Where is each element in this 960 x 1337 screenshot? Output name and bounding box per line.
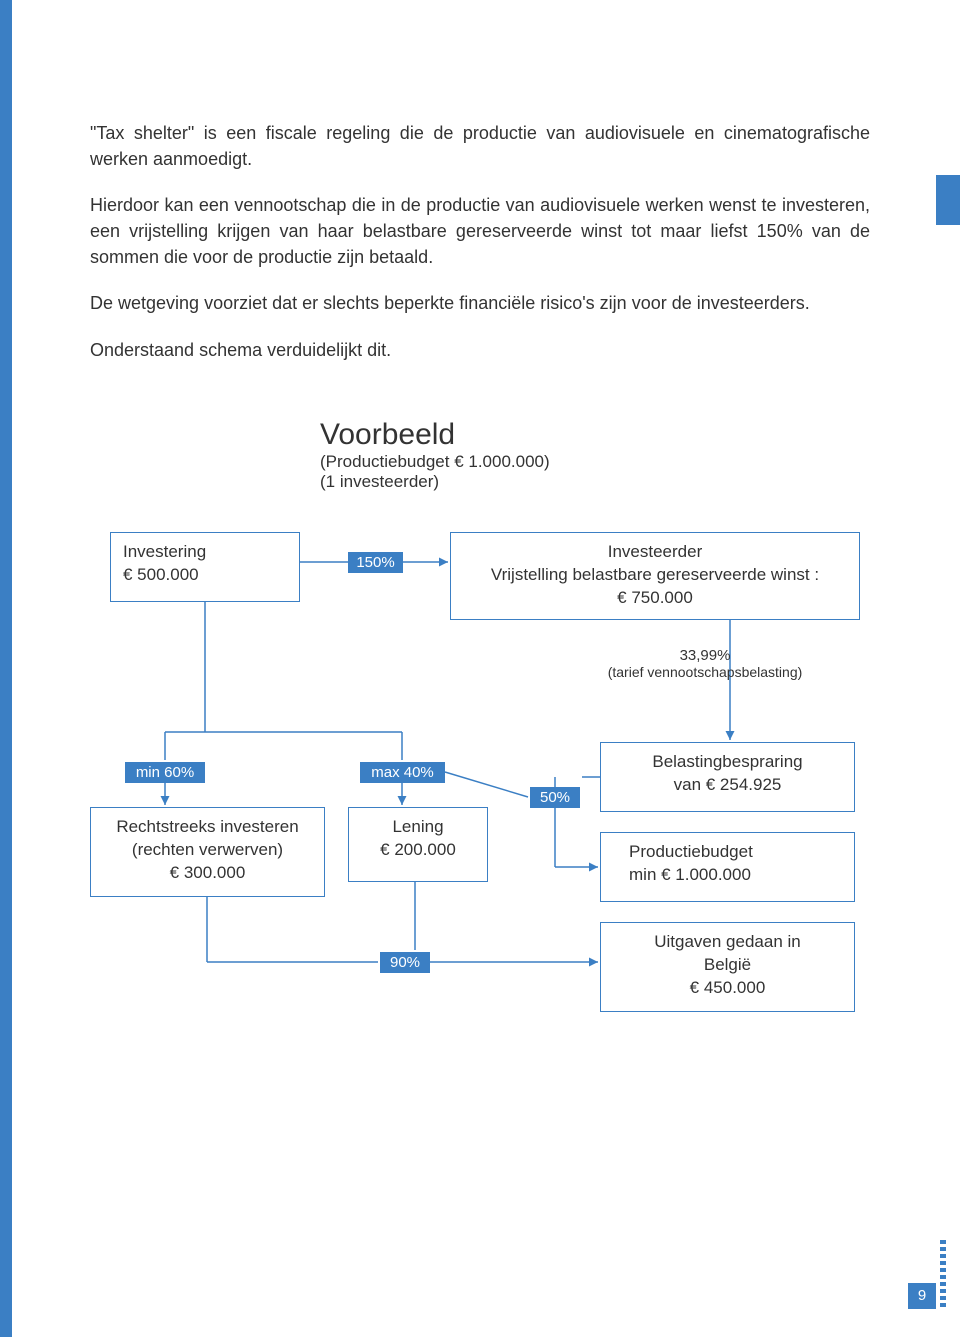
box-pb-l1: Productiebudget	[629, 841, 842, 864]
page-content: "Tax shelter" is een fiscale regeling di…	[90, 120, 870, 1092]
example-sub2: (1 investeerder)	[320, 472, 870, 492]
box-lening-l1: Lening	[361, 816, 475, 839]
box-investering: Investering € 500.000	[110, 532, 300, 602]
tag-50: 50%	[530, 787, 580, 808]
box-pb-l2: min € 1.000.000	[629, 864, 842, 887]
box-rechtstreeks-l2: (rechten verwerven)	[103, 839, 312, 862]
box-belasting-l1: Belastingbespraring	[613, 751, 842, 774]
box-belasting: Belastingbespraring van € 254.925	[600, 742, 855, 812]
example-heading: Voorbeeld (Productiebudget € 1.000.000) …	[320, 418, 870, 492]
box-investeerder-l3: € 750.000	[463, 587, 847, 610]
flow-diagram: Investering € 500.000 Investeerder Vrijs…	[90, 532, 870, 1092]
box-rechtstreeks-l1: Rechtstreeks investeren	[103, 816, 312, 839]
label-3399-l1: 33,99%	[560, 647, 850, 664]
box-investeerder-l2: Vrijstelling belastbare gereserveerde wi…	[463, 564, 847, 587]
page-number: 9	[908, 1283, 936, 1309]
box-rechtstreeks: Rechtstreeks investeren (rechten verwerv…	[90, 807, 325, 897]
film-strip-decor	[938, 1237, 948, 1327]
tag-90: 90%	[380, 952, 430, 973]
tag-min60: min 60%	[125, 762, 205, 783]
box-uitgaven-l2: België	[613, 954, 842, 977]
example-sub1: (Productiebudget € 1.000.000)	[320, 452, 870, 472]
paragraph-2: Hierdoor kan een vennootschap die in de …	[90, 192, 870, 270]
box-lening-l2: € 200.000	[361, 839, 475, 862]
example-title: Voorbeeld	[320, 418, 870, 452]
paragraph-1: "Tax shelter" is een fiscale regeling di…	[90, 120, 870, 172]
side-accent-block	[936, 175, 960, 225]
box-investering-l2: € 500.000	[123, 564, 287, 587]
box-uitgaven-l3: € 450.000	[613, 977, 842, 1000]
box-lening: Lening € 200.000	[348, 807, 488, 882]
paragraph-4: Onderstaand schema verduidelijkt dit.	[90, 337, 870, 363]
box-belasting-l2: van € 254.925	[613, 774, 842, 797]
box-rechtstreeks-l3: € 300.000	[103, 862, 312, 885]
label-3399: 33,99% (tarief vennootschapsbelasting)	[560, 647, 850, 680]
box-uitgaven-l1: Uitgaven gedaan in	[613, 931, 842, 954]
box-investeerder: Investeerder Vrijstelling belastbare ger…	[450, 532, 860, 620]
box-productiebudget: Productiebudget min € 1.000.000	[600, 832, 855, 902]
label-3399-l2: (tarief vennootschapsbelasting)	[560, 664, 850, 680]
tag-max40: max 40%	[360, 762, 445, 783]
left-accent-bar	[0, 0, 12, 1337]
tag-150: 150%	[348, 552, 403, 573]
paragraph-3: De wetgeving voorziet dat er slechts bep…	[90, 290, 870, 316]
box-investering-l1: Investering	[123, 541, 287, 564]
box-investeerder-l1: Investeerder	[463, 541, 847, 564]
box-uitgaven: Uitgaven gedaan in België € 450.000	[600, 922, 855, 1012]
